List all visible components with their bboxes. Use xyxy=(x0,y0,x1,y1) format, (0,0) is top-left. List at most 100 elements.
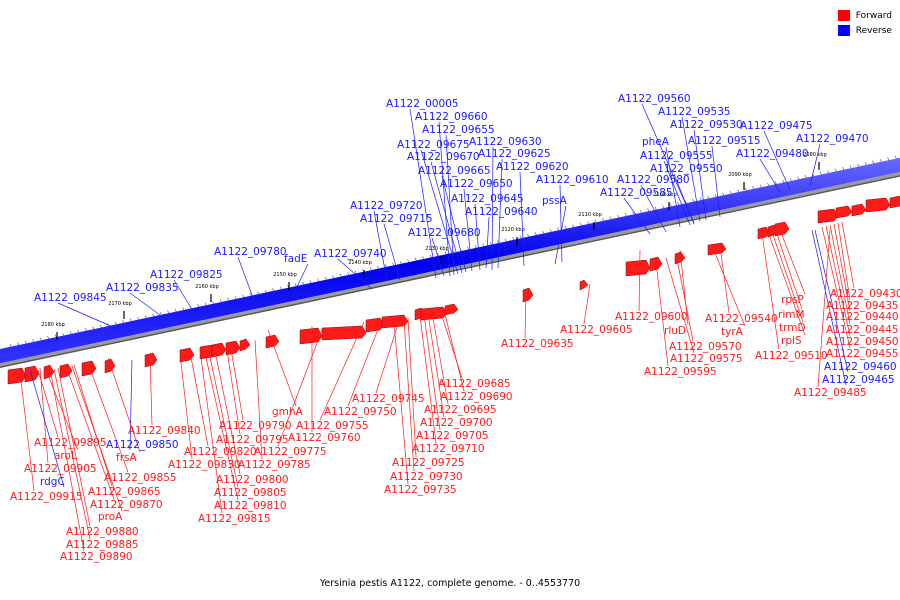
minor-tick xyxy=(609,216,612,220)
forward-gene xyxy=(321,325,367,341)
gene-label: pssA xyxy=(542,195,568,207)
leader-line xyxy=(65,365,115,500)
gene-label: A1122_09580 xyxy=(617,174,690,186)
minor-tick xyxy=(429,254,432,258)
minor-tick xyxy=(489,241,492,246)
minor-tick xyxy=(219,299,222,303)
leader-line xyxy=(129,359,133,451)
gene-label: A1122_09805 xyxy=(214,487,287,499)
minor-tick xyxy=(407,259,410,263)
minor-tick xyxy=(714,194,717,198)
gene-label: A1122_09720 xyxy=(350,200,423,212)
leader-line xyxy=(679,249,689,326)
minor-tick xyxy=(632,211,635,215)
leader-line xyxy=(761,233,780,351)
leader-line xyxy=(431,237,445,277)
leader-line xyxy=(225,343,241,435)
minor-tick xyxy=(759,184,762,188)
gene-label: A1122_09630 xyxy=(469,136,542,148)
gene-label: A1122_09865 xyxy=(88,486,161,498)
minor-tick xyxy=(564,225,567,230)
gene-label: A1122_09465 xyxy=(822,374,895,386)
gene-label: fadE xyxy=(284,253,307,265)
tick-label: 2090 kbp xyxy=(728,172,752,178)
forward-gene xyxy=(179,347,195,363)
gene-label: A1122_09430 xyxy=(830,288,900,300)
forward-gene xyxy=(865,197,891,213)
leader-line xyxy=(347,318,383,407)
leader-line xyxy=(189,351,209,447)
minor-tick xyxy=(782,179,785,183)
minor-tick xyxy=(197,304,200,308)
forward-gene xyxy=(889,195,900,209)
leader-line xyxy=(199,349,223,514)
minor-tick xyxy=(662,205,665,209)
minor-tick xyxy=(309,280,312,284)
gene-label: A1122_09835 xyxy=(106,282,179,294)
gene-label: A1122_09840 xyxy=(128,425,201,437)
gene-label: A1122_09745 xyxy=(352,393,425,405)
leader-line xyxy=(763,130,791,191)
minor-tick xyxy=(827,170,830,174)
gene-label: A1122_09535 xyxy=(658,106,731,118)
leader-line xyxy=(71,365,123,512)
gene-label: A1122_09445 xyxy=(826,324,899,336)
gene-label: A1122_09475 xyxy=(740,120,813,132)
leader-line xyxy=(430,161,463,274)
leader-line xyxy=(403,319,415,472)
forward-gene xyxy=(81,360,97,377)
gene-label: A1122_09850 xyxy=(106,439,179,451)
leader-line xyxy=(438,121,451,277)
tick-label: 2100 kbp xyxy=(653,192,677,198)
minor-tick xyxy=(639,209,642,214)
legend-item-reverse: Reverse xyxy=(837,23,892,38)
forward-gene xyxy=(43,364,55,380)
forward-gene xyxy=(579,279,589,291)
leader-line xyxy=(229,342,244,421)
gene-label: A1122_09760 xyxy=(288,432,361,444)
leader-line xyxy=(829,224,851,325)
leader-line xyxy=(693,129,707,221)
minor-tick xyxy=(47,335,50,340)
leader-line xyxy=(833,223,851,312)
minor-tick xyxy=(249,292,252,297)
leader-line xyxy=(675,253,694,342)
gene-label: A1122_09890 xyxy=(60,551,133,563)
gene-label: A1122_09460 xyxy=(824,361,897,373)
tick-label: 2110 kbp xyxy=(578,212,602,218)
gene-label: A1122_09870 xyxy=(90,499,163,511)
leader-line xyxy=(173,279,197,317)
minor-tick xyxy=(444,251,447,255)
leader-line xyxy=(319,321,365,421)
leader-line xyxy=(203,348,239,501)
minor-tick xyxy=(159,312,162,316)
minor-tick xyxy=(594,219,597,223)
gene-label: A1122_09645 xyxy=(451,193,524,205)
leader-line xyxy=(39,367,49,464)
tick-label: 2170 kbp xyxy=(108,301,132,307)
minor-tick xyxy=(302,281,305,285)
gene-label: A1122_09905 xyxy=(24,463,97,475)
minor-tick xyxy=(737,189,740,193)
forward-gene xyxy=(7,367,27,385)
minor-tick xyxy=(77,329,80,333)
leader-line xyxy=(665,146,681,228)
gene-label: aroL xyxy=(54,450,77,462)
minor-tick xyxy=(272,288,275,292)
leader-line xyxy=(375,317,401,394)
leader-line xyxy=(811,229,847,386)
gene-label: A1122_09470 xyxy=(796,133,869,145)
gene-label: frsA xyxy=(116,452,137,464)
forward-gene xyxy=(625,259,651,277)
minor-tick xyxy=(167,310,170,314)
minor-tick xyxy=(347,272,350,276)
minor-tick xyxy=(624,213,627,217)
minor-tick xyxy=(542,230,545,234)
minor-tick xyxy=(369,267,372,271)
gene-label: A1122_09800 xyxy=(216,474,289,486)
gene-label: A1122_09885 xyxy=(66,539,139,551)
minor-tick xyxy=(872,160,875,164)
tick-label: 2130 kbp xyxy=(425,246,449,252)
leader-line xyxy=(623,197,651,235)
minor-tick xyxy=(669,203,672,207)
